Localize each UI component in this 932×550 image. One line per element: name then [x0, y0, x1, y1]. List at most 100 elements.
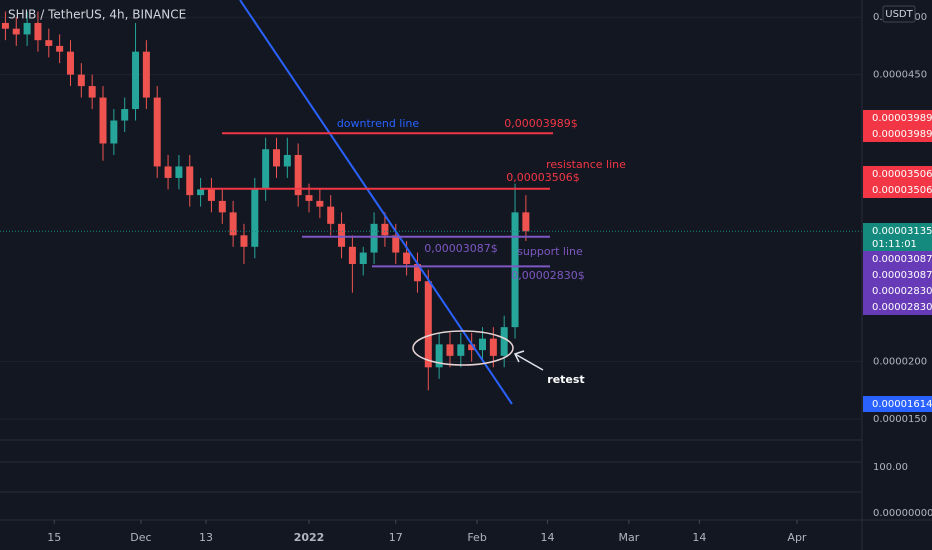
candle-body: [338, 223, 346, 247]
annotation: 0,00002830$: [511, 269, 584, 282]
candle-body: [45, 40, 53, 46]
candle-body: [348, 246, 356, 265]
currency-badge[interactable]: [882, 5, 916, 23]
candle-body: [424, 281, 432, 368]
candle-body: [272, 149, 280, 167]
price-tag: [863, 283, 932, 299]
candle-body: [142, 51, 150, 98]
price-tag-label: 0.00002830: [872, 302, 932, 313]
axes: 0.00005000.00004500.00002000.0000150100.…: [47, 12, 932, 544]
candle-body: [392, 235, 400, 253]
price-countdown: 01:11:01: [872, 239, 917, 250]
retest-arrow: [513, 350, 544, 371]
candle-body: [370, 223, 378, 253]
downtrend-line: [239, 0, 513, 405]
price-tag: [863, 267, 932, 283]
annotation: 0,00003087$: [424, 242, 497, 255]
candle-body: [56, 45, 64, 52]
candle-body: [262, 149, 270, 190]
price-tag: [863, 251, 932, 267]
price-tag-label: 0.00003087: [872, 270, 932, 281]
annotation: support line: [517, 245, 583, 258]
candle-body: [132, 51, 140, 110]
candle-body: [305, 195, 313, 201]
candle-body: [164, 166, 172, 178]
x-tick-label: 14: [541, 531, 555, 544]
candle-body: [468, 344, 476, 351]
candle-body: [121, 109, 129, 121]
y-axis-label: 100.00: [873, 462, 908, 473]
candle-body: [240, 235, 248, 247]
annotation: retest: [547, 373, 584, 386]
y-tick-label: 0.0000450: [873, 70, 927, 81]
price-tag: [863, 182, 932, 198]
candle-body: [316, 200, 324, 207]
candle-body: [153, 97, 161, 167]
x-tick-label: 15: [47, 531, 61, 544]
price-tag-label: 0.00001614: [872, 399, 932, 410]
x-tick-label: 13: [199, 531, 213, 544]
x-tick-label: 14: [692, 531, 706, 544]
candle-body: [522, 212, 530, 232]
candle-body: [99, 97, 107, 144]
x-tick-label: 2022: [294, 531, 325, 544]
currency-label: USDT: [885, 9, 913, 20]
candle-body: [251, 189, 259, 247]
candle-body: [446, 344, 454, 356]
candle-body: [186, 166, 194, 196]
candle-body: [110, 120, 118, 144]
candle-body: [403, 252, 411, 265]
x-tick-label: Mar: [618, 531, 639, 544]
price-tag: [863, 166, 932, 182]
annotation: downtrend line: [337, 117, 420, 130]
candle-body: [489, 338, 497, 356]
candle-body: [66, 51, 74, 75]
x-tick-label: Feb: [467, 531, 486, 544]
price-tag-label: 0.00003506: [872, 185, 932, 196]
drawings: downtrend line 0,00003989$ resistance line…: [0, 117, 862, 386]
candle-body: [457, 344, 465, 356]
annotation: 0,00003989$: [504, 117, 577, 130]
y-axis-label: 0.00000000: [873, 508, 932, 519]
candle-body: [218, 200, 226, 213]
annotation: resistance line: [546, 158, 626, 171]
candle-body: [500, 327, 508, 356]
x-tick-label: 17: [389, 531, 403, 544]
candle-body: [359, 252, 367, 265]
x-tick-label: Apr: [787, 531, 807, 544]
retest-ellipse: [412, 330, 514, 366]
price-tag: [863, 126, 932, 142]
candle-body: [207, 189, 215, 201]
y-tick-label: 0.0000150: [873, 414, 927, 425]
price-tag-label: 0.00003989: [872, 113, 932, 124]
price-tag: [863, 299, 932, 315]
x-tick-label: Dec: [130, 531, 151, 544]
candle-body: [435, 344, 443, 368]
candle-body: [229, 212, 237, 236]
candle-body: [88, 86, 96, 98]
price-tag-label: 0.00003989: [872, 129, 932, 140]
price-tag: [863, 396, 932, 412]
candle-body: [34, 22, 42, 41]
candle-body: [294, 154, 302, 196]
candle-body: [413, 264, 421, 282]
price-tag: [863, 110, 932, 126]
candle-body: [327, 206, 335, 224]
annotation: 0,00003506$: [506, 171, 579, 184]
candle-body: [381, 223, 389, 236]
candle-body: [175, 166, 183, 178]
chart-title: SHIB / TetherUS, 4h, BINANCE: [8, 8, 186, 22]
candle-body: [511, 212, 519, 328]
y-tick-label: 0.0000200: [873, 357, 927, 368]
candle-body: [283, 154, 291, 167]
candle-body: [479, 338, 487, 351]
candle-body: [197, 189, 205, 196]
candle-body: [23, 22, 31, 35]
candles: [1, 11, 530, 391]
candle-body: [77, 74, 85, 87]
price-tag-label: 0.00003087: [872, 254, 932, 265]
price-tag: [863, 223, 932, 251]
candle-body: [12, 28, 20, 35]
